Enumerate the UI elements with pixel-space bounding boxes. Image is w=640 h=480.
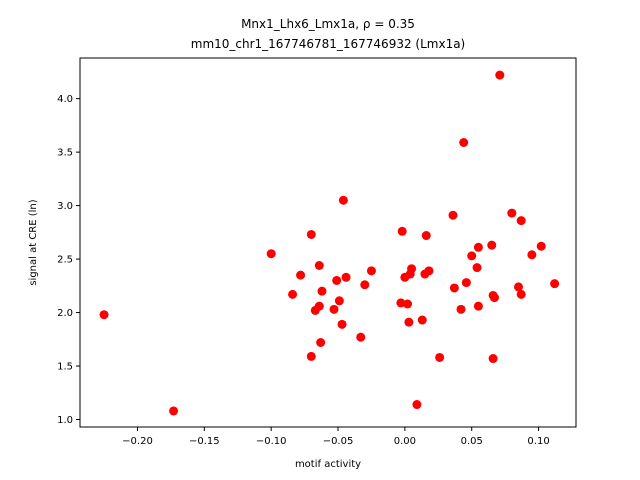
data-point — [306, 229, 316, 239]
data-point — [467, 251, 477, 261]
data-point — [516, 289, 526, 299]
data-point — [488, 354, 498, 364]
data-point — [473, 301, 483, 311]
data-point — [487, 240, 497, 250]
data-point — [338, 195, 348, 205]
data-point — [412, 400, 422, 410]
data-point — [329, 304, 339, 314]
chart-title-line-1: Mnx1_Lhx6_Lmx1a, ρ = 0.35 — [241, 17, 415, 31]
x-axis-label: motif activity — [295, 459, 361, 470]
x-axis-ticks: −0.20 −0.15 −0.10 −0.05 0.00 0.05 0.10 — [122, 427, 550, 447]
data-point — [314, 261, 324, 270]
x-tick-label: 0.05 — [461, 436, 483, 447]
data-point — [550, 279, 560, 289]
data-point — [169, 406, 179, 416]
data-point — [435, 352, 445, 362]
y-tick-label: 2.5 — [57, 255, 73, 266]
data-point — [337, 319, 347, 329]
data-point — [266, 249, 276, 259]
data-point — [449, 283, 459, 293]
x-tick-label: 0.00 — [394, 436, 416, 447]
data-point — [448, 210, 458, 220]
data-point — [341, 272, 351, 282]
y-tick-label: 1.0 — [57, 415, 73, 426]
x-tick-label: −0.10 — [256, 436, 287, 447]
y-tick-label: 1.5 — [57, 362, 73, 373]
data-point — [472, 263, 482, 273]
x-tick-label: −0.20 — [122, 436, 153, 447]
data-point — [424, 266, 434, 276]
data-point — [288, 289, 298, 299]
data-point — [507, 208, 517, 218]
x-tick-label: 0.10 — [527, 436, 549, 447]
data-point — [516, 216, 526, 226]
data-point — [334, 296, 344, 306]
data-point — [296, 270, 306, 280]
data-point — [306, 351, 316, 361]
y-tick-label: 3.0 — [57, 201, 73, 212]
data-point — [332, 275, 342, 285]
data-point — [314, 301, 324, 311]
data-point — [527, 250, 537, 260]
data-point — [404, 317, 414, 327]
data-point — [417, 315, 427, 325]
data-point — [356, 332, 366, 342]
y-tick-label: 2.0 — [57, 308, 73, 319]
data-points — [99, 70, 560, 416]
plot-area-frame — [79, 57, 577, 428]
chart-title-line-2: mm10_chr1_167746781_167746932 (Lmx1a) — [191, 37, 466, 51]
data-point — [421, 231, 431, 241]
data-point — [99, 310, 109, 320]
x-tick-label: −0.05 — [323, 436, 354, 447]
y-tick-label: 3.5 — [57, 148, 73, 159]
y-axis-label: signal at CRE (ln) — [28, 199, 39, 285]
data-point — [456, 304, 466, 314]
data-point — [366, 266, 376, 276]
data-point — [316, 338, 326, 347]
y-axis-ticks: 1.0 1.5 2.0 2.5 3.0 3.5 4.0 — [57, 94, 80, 426]
data-point — [407, 264, 417, 274]
data-point — [396, 298, 406, 308]
data-point — [536, 241, 546, 251]
data-point — [514, 282, 524, 292]
data-point — [360, 280, 370, 290]
data-point — [317, 286, 327, 296]
data-point — [403, 299, 413, 309]
data-point — [489, 293, 499, 303]
data-point — [495, 70, 505, 80]
data-point — [461, 278, 471, 288]
data-point — [459, 138, 469, 147]
data-point — [397, 226, 407, 236]
x-tick-label: −0.15 — [189, 436, 220, 447]
y-tick-label: 4.0 — [57, 94, 73, 105]
data-point — [473, 242, 483, 252]
